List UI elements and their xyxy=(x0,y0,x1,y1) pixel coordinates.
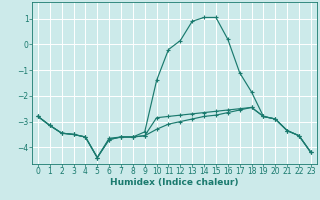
X-axis label: Humidex (Indice chaleur): Humidex (Indice chaleur) xyxy=(110,178,239,187)
